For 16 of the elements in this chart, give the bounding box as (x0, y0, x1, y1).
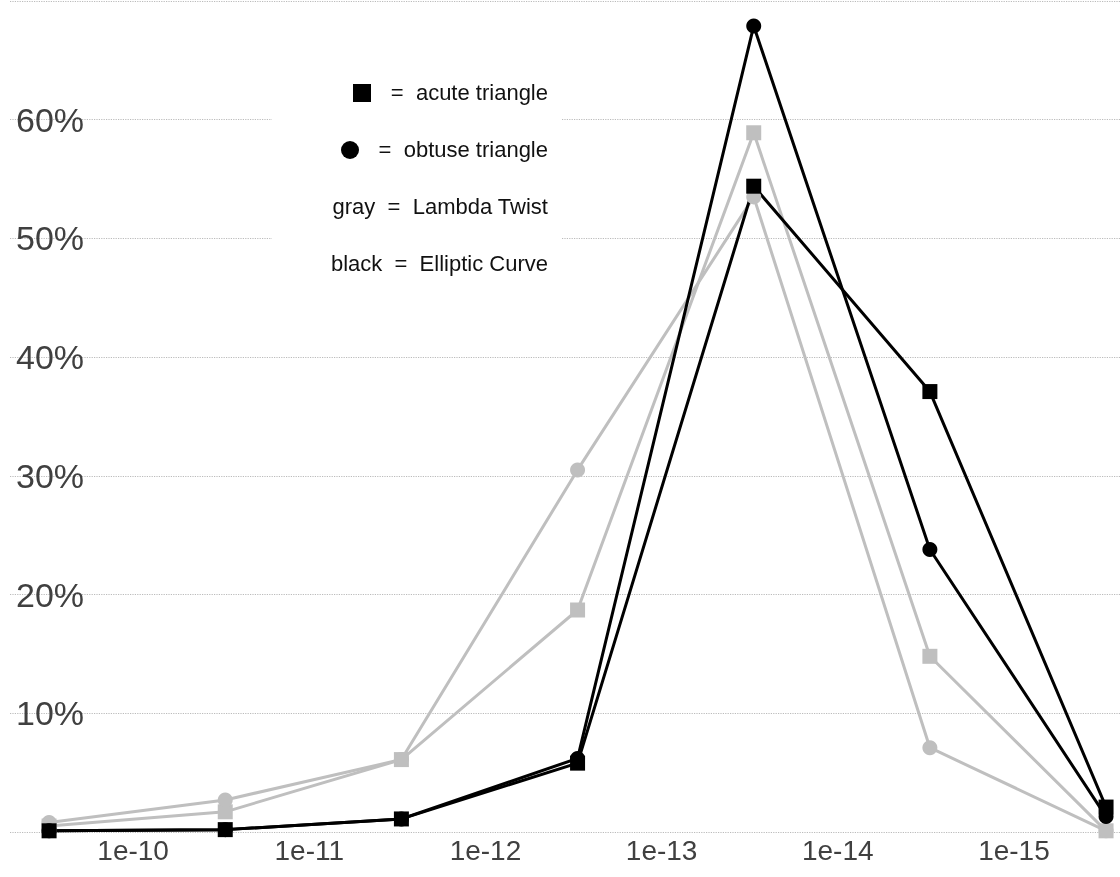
x-tick-label: 1e-10 (97, 834, 169, 866)
y-tick-label: 30% (16, 456, 85, 495)
x-tick-label: 1e-15 (978, 834, 1050, 866)
x-tick-label: 1e-14 (801, 834, 874, 866)
x-tick-label: 1e-12 (449, 834, 522, 866)
x-tick-label: 1e-13 (625, 834, 698, 866)
y-tick-label: 40% (16, 338, 85, 377)
annotation: black = Elliptic Curve (330, 250, 548, 278)
y-tick-label: 50% (16, 219, 85, 258)
annotation: = obtuse triangle (378, 136, 548, 164)
x-tick-label: 1e-11 (274, 834, 345, 866)
annotation: gray = Lambda Twist (332, 193, 548, 221)
y-tick-label: 10% (16, 694, 85, 733)
y-tick-label: 20% (16, 575, 85, 614)
y-tick-label: 60% (16, 100, 85, 139)
annotation: = acute triangle (390, 79, 548, 107)
